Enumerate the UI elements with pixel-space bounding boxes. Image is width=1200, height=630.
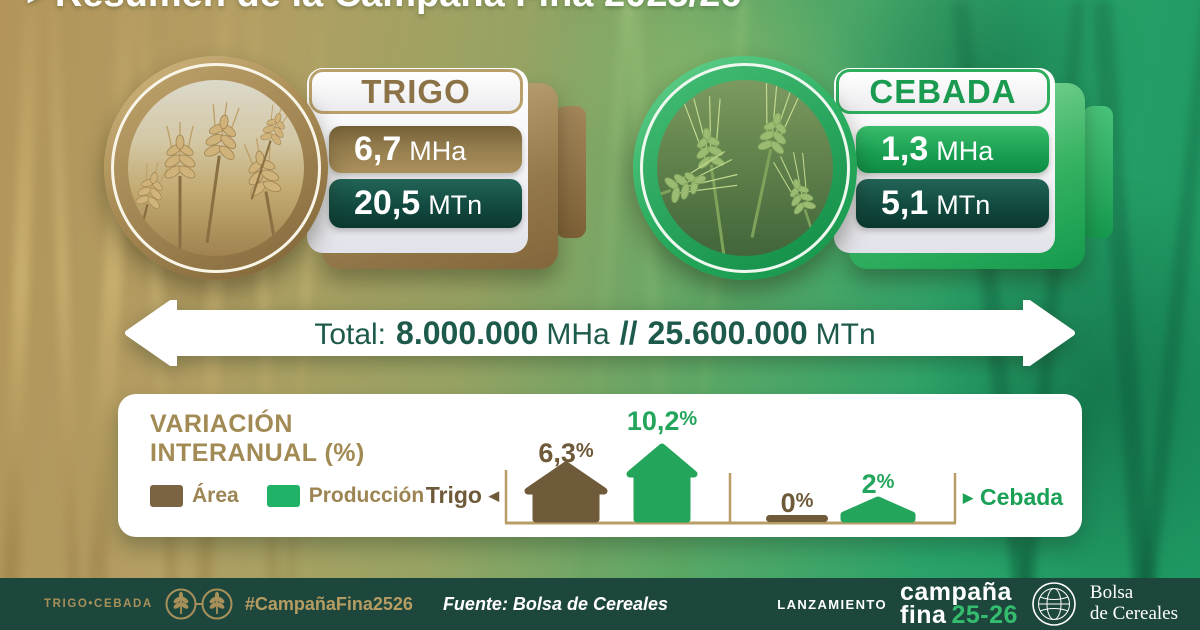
cebada-card-title: CEBADA	[836, 69, 1050, 114]
variation-bar-chart	[504, 443, 957, 525]
trigo-title-label: TRIGO	[361, 72, 471, 110]
campaign-hashtag: #CampañaFina2526	[244, 593, 413, 614]
cebada-area-pct-value: 0	[780, 488, 796, 518]
left-pointer-icon: ◀	[489, 487, 499, 503]
legend-item-area: Área	[150, 484, 239, 508]
area-swatch-icon	[150, 485, 183, 507]
total-banner-text: Total: 8.000.000 MHa //25.600.000 MTn	[122, 300, 1078, 366]
header-bullet-icon: ▶	[28, 0, 45, 5]
cebada-production-unit: MTn	[936, 190, 991, 220]
trigo-production-pct-value: 10,2	[626, 406, 680, 436]
legend-item-production: Producción	[266, 484, 425, 508]
footer-right-cluster: LANZAMIENTO campaña fina 25-26 Bolsa de C…	[777, 578, 1178, 630]
wheat-ears-illustration	[128, 98, 300, 256]
variation-chart-panel: VARIACIÓN INTERANUAL (%) Área Producción	[118, 394, 1082, 537]
chart-title: VARIACIÓN INTERANUAL (%)	[150, 410, 365, 467]
launch-label: LANZAMIENTO	[777, 596, 887, 612]
legend-area-label: Área	[192, 484, 239, 507]
trigo-area-pct-label: 6,3%	[516, 438, 616, 469]
percent-sign: %	[795, 490, 814, 512]
cebada-production-pct-value: 2	[861, 469, 877, 499]
total-production-unit: MTn	[815, 318, 876, 351]
page-title-text: Resumen de la Campaña Fina 2025/26	[55, 0, 741, 15]
cebada-production-value: 5,1	[881, 184, 929, 222]
wheat-stalk-decor	[47, 0, 81, 630]
cebada-production-pct-label: 2%	[828, 469, 928, 500]
trigo-area-unit: MHa	[409, 136, 467, 166]
trigo-production-value: 20,5	[354, 184, 421, 222]
campaign-logo-line1: campaña	[900, 578, 1012, 606]
trigo-card-back-tab	[556, 106, 586, 238]
chart-title-line2: INTERANUAL (%)	[150, 438, 365, 467]
cebada-area-value: 1,3	[881, 130, 929, 168]
trigo-area-value: 6,7	[354, 130, 402, 168]
trigo-production-pct-label: 10,2%	[612, 406, 712, 437]
organization-name-line2: de Cereales	[1089, 603, 1178, 624]
double-arrow-shape	[125, 300, 1075, 366]
right-pointer-icon: ▶	[963, 489, 973, 505]
cebada-photo-circle	[633, 56, 857, 280]
chart-legend: Área Producción	[150, 484, 424, 508]
cebada-area-unit: MHa	[936, 136, 994, 166]
total-separator: //	[619, 315, 638, 351]
production-swatch-icon	[266, 485, 300, 507]
trigo-area-pct-value: 6,3	[538, 438, 576, 468]
percent-sign: %	[575, 440, 594, 462]
cebada-title-label: CEBADA	[869, 72, 1017, 110]
trigo-card-title: TRIGO	[309, 69, 523, 114]
cebada-axis-label: ▶ Cebada	[963, 484, 1063, 511]
wheat-badge-icon	[165, 588, 233, 620]
source-credit: Fuente: Bolsa de Cereales	[442, 593, 669, 614]
percent-sign: %	[876, 471, 895, 493]
trigo-production-unit: MTn	[428, 190, 483, 220]
trigo-area-pill: 6,7 MHa	[329, 126, 522, 173]
cebada-photo	[657, 80, 833, 256]
organization-name: Bolsa de Cereales	[1090, 583, 1178, 624]
footer-brand: TRIGO•CEBADA	[44, 598, 153, 610]
trigo-axis-label: Trigo ◀	[413, 482, 499, 509]
footer-bar: TRIGO•CEBADA #Campaña	[0, 578, 1200, 630]
trigo-axis-text: Trigo	[425, 482, 482, 508]
barley-ears-illustration	[657, 80, 833, 256]
campaign-logo-fina: fina	[900, 601, 947, 630]
cebada-production-bar	[840, 496, 916, 523]
percent-sign: %	[679, 408, 698, 430]
chart-title-line1: VARIACIÓN	[150, 410, 293, 438]
total-area-value: 8.000.000	[396, 315, 539, 351]
organization-name-line1: Bolsa	[1089, 582, 1134, 604]
cebada-axis-text: Cebada	[980, 484, 1064, 510]
wheat-stalk-decor	[1, 0, 39, 630]
trigo-production-bar	[626, 443, 698, 523]
trigo-production-pill: 20,5 MTn	[329, 179, 522, 228]
total-area-unit: MHa	[546, 318, 610, 351]
cebada-card-back-tab	[1083, 106, 1113, 238]
legend-production-label: Producción	[308, 484, 425, 507]
trigo-photo-circle	[104, 56, 328, 280]
total-banner: Total: 8.000.000 MHa //25.600.000 MTn	[122, 300, 1078, 366]
total-production-value: 25.600.000	[647, 315, 808, 351]
bolsa-de-cereales-seal-icon	[1032, 582, 1076, 626]
campaign-logo: campaña fina 25-26	[900, 578, 1018, 630]
campaign-logo-line2: fina 25-26	[900, 601, 1018, 630]
cebada-area-bar	[766, 515, 828, 522]
trigo-photo	[128, 80, 304, 256]
cebada-production-pill: 5,1 MTn	[856, 179, 1049, 228]
campaign-logo-season: 25-26	[951, 601, 1018, 629]
page-title: ▶ Resumen de la Campaña Fina 2025/26	[28, 0, 741, 16]
trigo-area-bar	[524, 461, 608, 523]
cebada-area-pill: 1,3 MHa	[856, 126, 1049, 173]
total-label: Total:	[314, 318, 387, 351]
cebada-area-pct-label: 0%	[747, 488, 847, 519]
